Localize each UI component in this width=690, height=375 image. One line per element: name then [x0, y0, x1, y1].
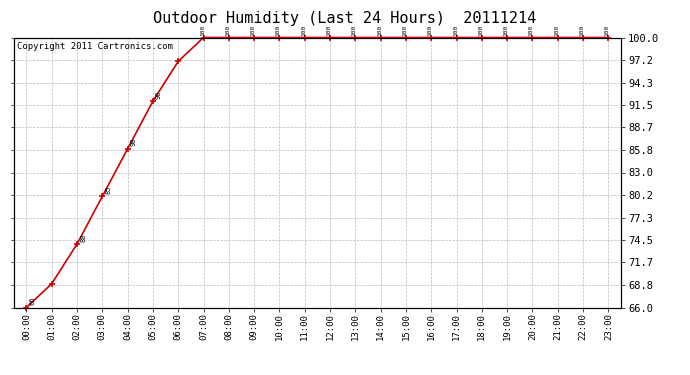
- Text: 100: 100: [604, 25, 609, 36]
- Text: Outdoor Humidity (Last 24 Hours)  20111214: Outdoor Humidity (Last 24 Hours) 2011121…: [153, 11, 537, 26]
- Text: 100: 100: [428, 25, 433, 36]
- Text: 100: 100: [250, 25, 255, 36]
- Text: 100: 100: [504, 25, 509, 36]
- Text: 100: 100: [200, 25, 205, 36]
- Text: 90: 90: [130, 138, 137, 147]
- Text: 85: 85: [106, 186, 111, 194]
- Text: 100: 100: [276, 25, 281, 36]
- Text: 100: 100: [352, 25, 357, 36]
- Text: 100: 100: [402, 25, 407, 36]
- Text: 100: 100: [326, 25, 331, 36]
- Text: 100: 100: [580, 25, 584, 36]
- Text: 100: 100: [554, 25, 559, 36]
- Text: 100: 100: [225, 25, 230, 36]
- Text: 100: 100: [301, 25, 306, 36]
- Text: 100: 100: [529, 25, 533, 36]
- Text: 96: 96: [156, 90, 162, 99]
- Text: 100: 100: [453, 25, 457, 36]
- Text: 80: 80: [80, 233, 86, 242]
- Text: Copyright 2011 Cartronics.com: Copyright 2011 Cartronics.com: [17, 42, 172, 51]
- Text: 100: 100: [478, 25, 483, 36]
- Text: 100: 100: [377, 25, 382, 36]
- Text: 66: 66: [30, 297, 35, 305]
